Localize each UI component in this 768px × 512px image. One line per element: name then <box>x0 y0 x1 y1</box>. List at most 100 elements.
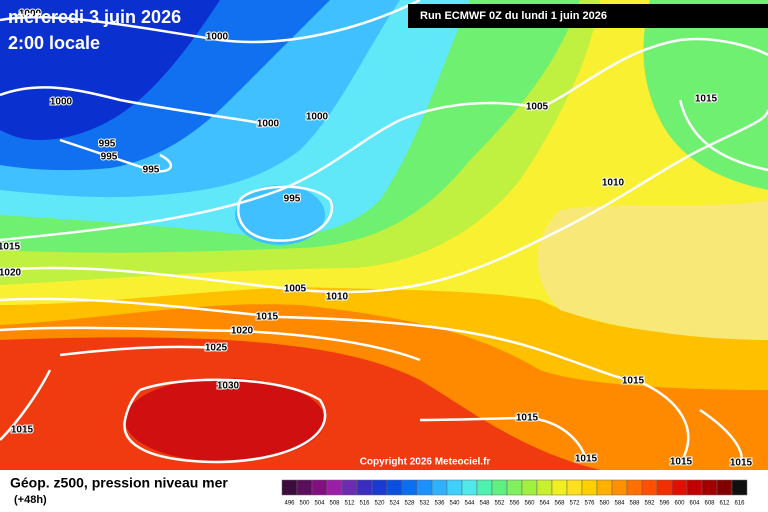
scale-label: 568 <box>554 501 565 507</box>
scale-swatch <box>671 479 688 496</box>
isobar-label: 1015 <box>575 454 598 465</box>
scale-label: 572 <box>569 501 580 507</box>
run-banner <box>408 4 768 28</box>
isobar-label: 995 <box>284 194 301 205</box>
map-date: mercredi 3 juin 2026 <box>8 7 181 27</box>
scale-swatch <box>386 479 403 496</box>
scale-label: 580 <box>599 501 610 507</box>
scale-swatch <box>566 479 583 496</box>
scale-label: 584 <box>614 501 625 507</box>
scale-swatch <box>581 479 598 496</box>
copyright: Copyright 2026 Meteociel.fr <box>360 457 491 468</box>
scale-swatch <box>626 479 643 496</box>
map-background <box>0 0 768 470</box>
scale-label: 496 <box>284 501 295 507</box>
scale-label: 500 <box>299 501 310 507</box>
scale-swatch <box>656 479 673 496</box>
scale-label: 548 <box>479 501 490 507</box>
isobar-label: 1000 <box>19 9 42 20</box>
scale-swatch <box>461 479 478 496</box>
scale-label: 616 <box>734 501 745 507</box>
map-local-time: 2:00 locale <box>8 33 100 53</box>
scale-swatch <box>416 479 433 496</box>
isobar-labels: 1000 1000 1000 1000 1000 995 995 995 995 1005 1015… <box>0 8 754 470</box>
scale-swatch <box>716 479 733 496</box>
scale-label: 520 <box>374 501 385 507</box>
isobar-label: 1000 <box>50 97 73 108</box>
scale-swatch <box>401 479 418 496</box>
scale-swatch <box>431 479 448 496</box>
scale-swatch <box>476 479 493 496</box>
scale-label: 560 <box>524 501 535 507</box>
scale-swatch <box>731 479 748 496</box>
isobar-label: 1030 <box>217 381 240 392</box>
scale-label: 532 <box>419 501 430 507</box>
isobar-label: 995 <box>143 165 160 176</box>
scale-label: 516 <box>359 501 370 507</box>
scale-swatch <box>311 479 328 496</box>
scale-swatch <box>356 479 373 496</box>
scale-swatch <box>281 479 298 496</box>
scale-swatch <box>491 479 508 496</box>
isobar-label: 1015 <box>730 458 753 469</box>
scale-swatch <box>686 479 703 496</box>
scale-label: 564 <box>539 501 550 507</box>
isobar-label: 1015 <box>695 94 718 105</box>
scale-swatch <box>506 479 523 496</box>
scale-swatch <box>596 479 613 496</box>
isobar-label: 995 <box>99 139 116 150</box>
scale-label: 540 <box>449 501 460 507</box>
scale-swatch <box>296 479 313 496</box>
legend-title: Géop. z500, pression niveau mer <box>10 475 228 491</box>
scale-label: 552 <box>494 501 505 507</box>
scale-label: 508 <box>329 501 340 507</box>
isobar-label: 1005 <box>526 102 549 113</box>
isobar-label: 1015 <box>0 242 21 253</box>
scale-label: 536 <box>434 501 445 507</box>
scale-label: 504 <box>314 501 325 507</box>
scale-swatch <box>611 479 628 496</box>
isobar-label: 1005 <box>284 284 307 295</box>
scale-label: 600 <box>674 501 685 507</box>
scale-label: 512 <box>344 501 355 507</box>
scale-label: 604 <box>689 501 700 507</box>
scale-label: 556 <box>509 501 520 507</box>
scale-label: 612 <box>719 501 730 507</box>
isobar-label: 1000 <box>306 112 329 123</box>
scale-swatch <box>641 479 658 496</box>
scale-label: 592 <box>644 501 655 507</box>
isobar-label: 1000 <box>257 119 280 130</box>
isobar-label: 1000 <box>206 32 229 43</box>
isobar-label: 1010 <box>602 178 625 189</box>
scale-label: 544 <box>464 501 475 507</box>
scale-label: 528 <box>404 501 415 507</box>
scale-swatch <box>701 479 718 496</box>
scale-swatch <box>551 479 568 496</box>
scale-swatch <box>371 479 388 496</box>
scale-label: 608 <box>704 501 715 507</box>
scale-label: 524 <box>389 501 400 507</box>
isobar-label: 995 <box>101 152 118 163</box>
scale-swatch <box>326 479 343 496</box>
scale-swatch <box>341 479 358 496</box>
scale-label: 596 <box>659 501 670 507</box>
isobar-label: 1010 <box>326 292 349 303</box>
lead-time: (+48h) <box>14 494 47 506</box>
isobar-label: 1020 <box>0 268 22 279</box>
isobar-label: 1015 <box>256 312 279 323</box>
scale-label: 576 <box>584 501 595 507</box>
scale-swatch <box>521 479 538 496</box>
isobar-label: 1015 <box>516 413 539 424</box>
isobar-label: 1015 <box>11 425 34 436</box>
isobars <box>0 0 768 464</box>
isobar-label: 1025 <box>205 343 228 354</box>
isobar-label: 1015 <box>622 376 645 387</box>
scale-swatch <box>536 479 553 496</box>
isobar-label: 1015 <box>670 457 693 468</box>
scale-swatch <box>446 479 463 496</box>
isobar-label: 1020 <box>231 326 254 337</box>
scale-label: 588 <box>629 501 640 507</box>
run-info: Run ECMWF 0Z du lundi 1 juin 2026 <box>420 10 607 22</box>
